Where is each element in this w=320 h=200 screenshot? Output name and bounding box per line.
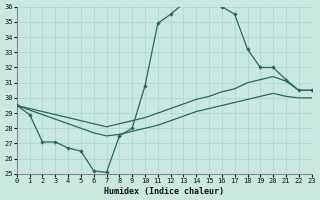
X-axis label: Humidex (Indice chaleur): Humidex (Indice chaleur) xyxy=(104,187,224,196)
